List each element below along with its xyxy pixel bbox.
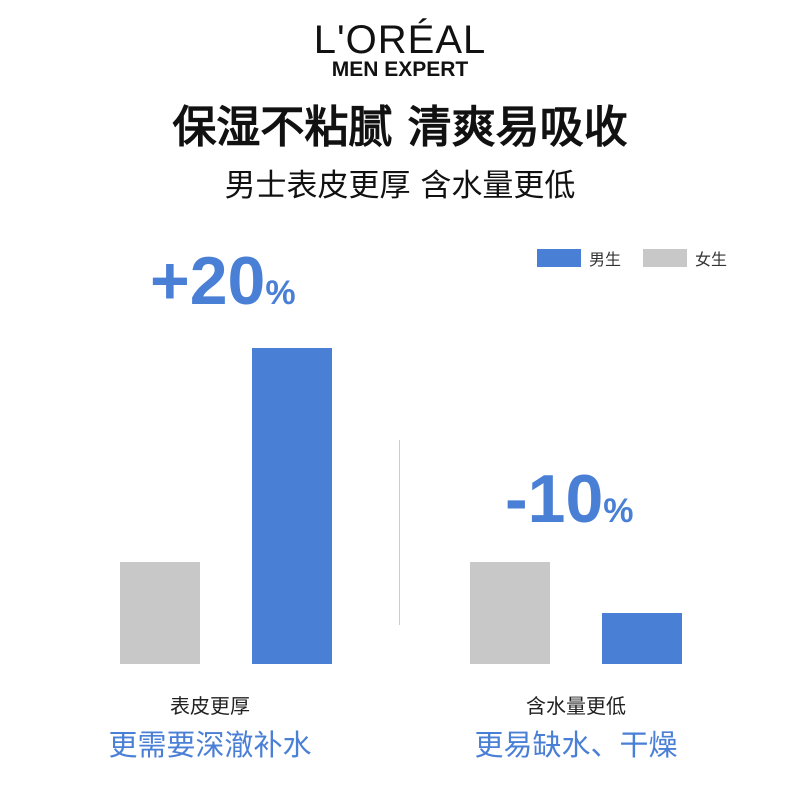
page-title: 保湿不粘腻 清爽易吸收 [172, 102, 628, 153]
bar-thickness-female [120, 562, 200, 664]
brand-logo-subtitle: MEN EXPERT [331, 58, 469, 81]
subcaption-right: 更易缺水、干燥 [474, 728, 678, 762]
legend-swatch-male [537, 249, 581, 267]
annotation-right: -10% [505, 461, 634, 537]
subcaption-left: 更需要深澈补水 [108, 728, 312, 762]
page-subtitle: 男士表皮更厚 含水量更低 [224, 168, 576, 204]
legend-item-male: 男生 [537, 249, 622, 269]
caption-right: 含水量更低 [526, 694, 626, 718]
bar-thickness-male [252, 347, 332, 664]
caption-left: 表皮更厚 [170, 694, 250, 718]
legend-label-female: 女生 [695, 250, 728, 269]
brand-logo: L'ORÉAL [313, 18, 487, 62]
legend-swatch-female [643, 249, 687, 267]
bar-moisture-male [602, 613, 682, 664]
divider [399, 440, 400, 625]
legend-item-female: 女生 [643, 249, 728, 269]
annotation-left: +20% [150, 243, 296, 319]
legend-label-male: 男生 [589, 250, 622, 269]
bar-moisture-female [470, 562, 550, 664]
